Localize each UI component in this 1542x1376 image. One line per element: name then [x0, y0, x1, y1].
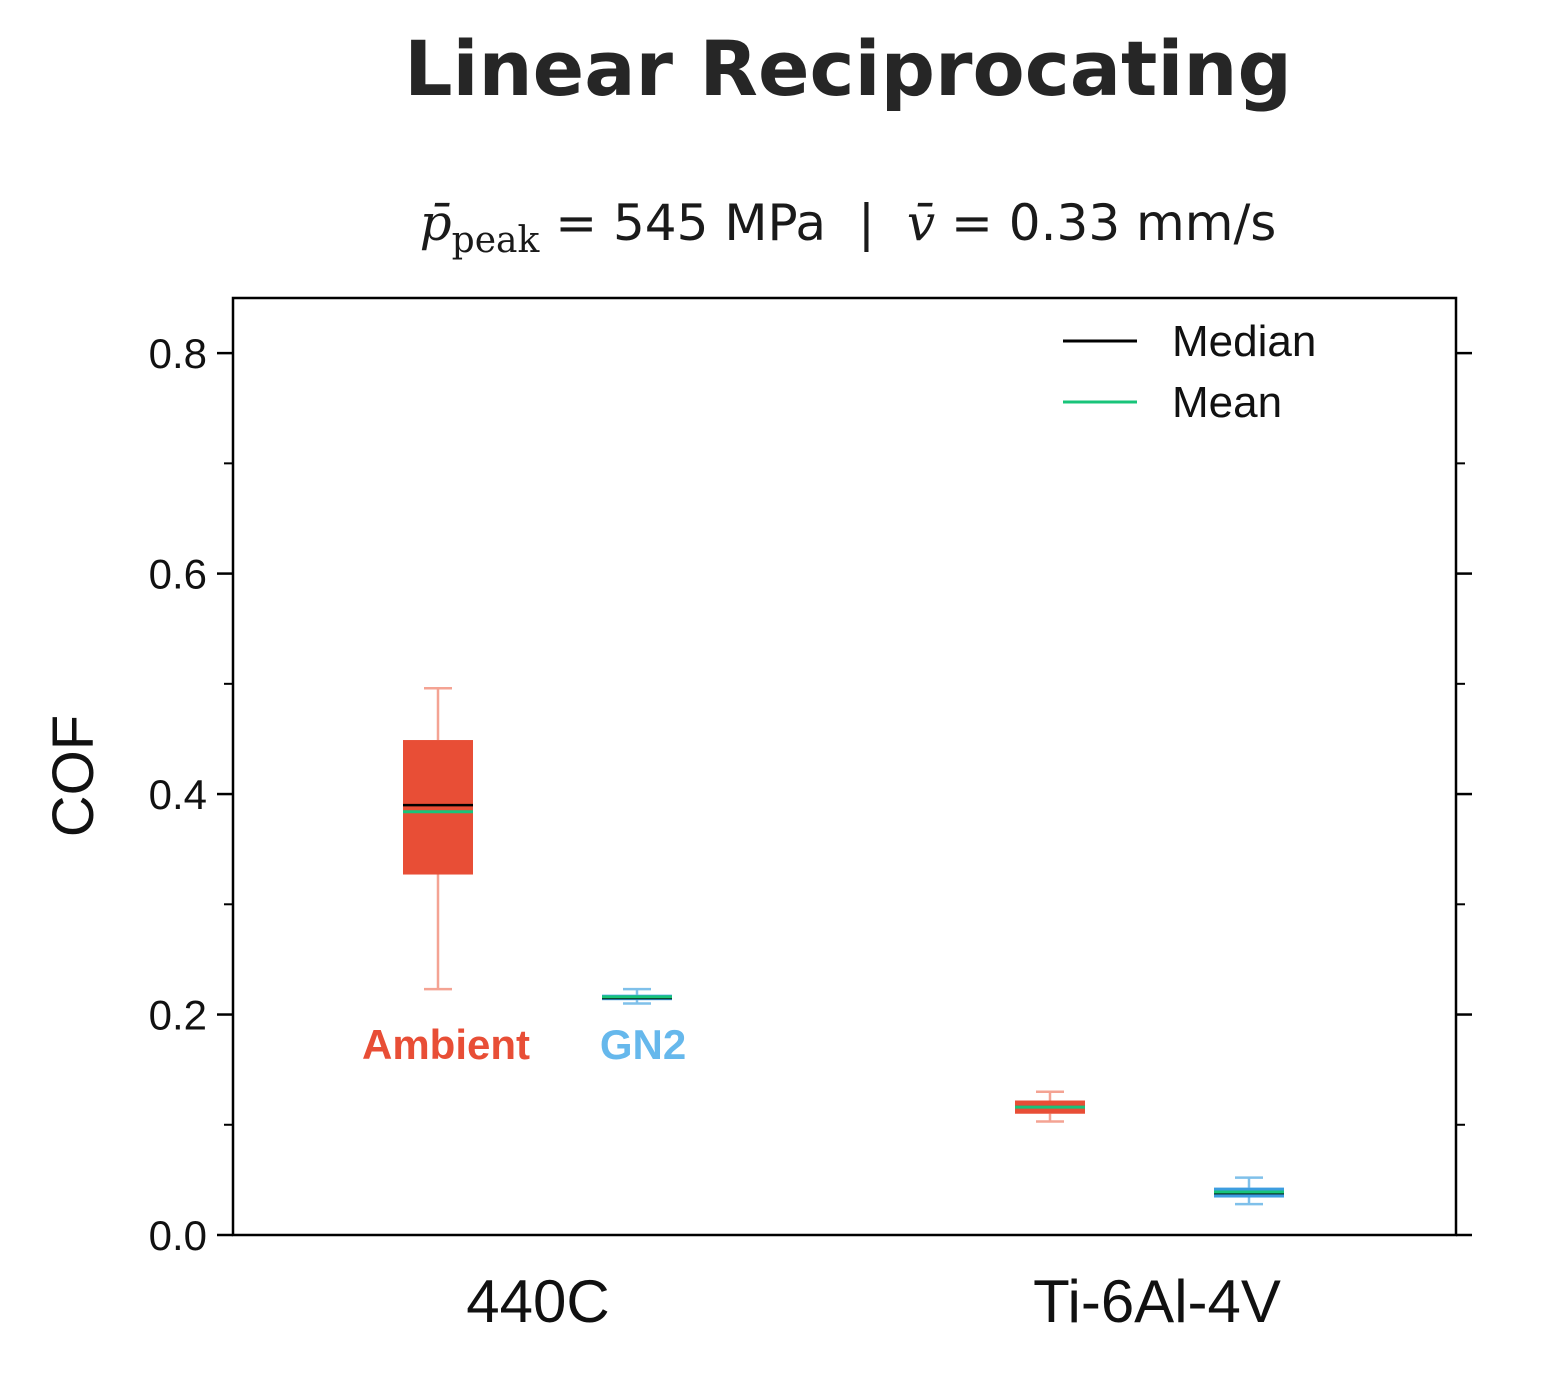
annotation-ambient: Ambient — [362, 1021, 530, 1068]
y-tick-label: 0.6 — [149, 551, 207, 598]
pressure-symbol: p̄ — [420, 194, 452, 252]
box-plots — [403, 686, 1284, 1206]
pressure-value: = 545 MPa — [539, 194, 826, 252]
box-iqr — [403, 740, 473, 875]
box-gn2-440c — [602, 987, 672, 1005]
legend: Median Mean — [1063, 317, 1316, 427]
chart-subtitle: p̄peak = 545 MPa | v̄ = 0.33 mm/s — [420, 194, 1277, 261]
annotation-gn2: GN2 — [600, 1021, 686, 1068]
chart-title: Linear Reciprocating — [404, 24, 1292, 113]
box-ambient-ti-6al-4v — [1015, 1090, 1085, 1123]
y-tick-label: 0.0 — [149, 1212, 207, 1259]
legend-mean-label: Mean — [1172, 378, 1282, 427]
y-axis-ticks: 0.0 0.2 0.4 0.6 0.8 — [149, 330, 1472, 1259]
svg-text:p̄peak = 545 MPa|v̄ = 0.33 mm/: p̄peak = 545 MPa | v̄ = 0.33 mm/s — [420, 194, 1277, 261]
y-tick-label: 0.2 — [149, 992, 207, 1039]
x-category-label: Ti-6Al-4V — [1033, 1268, 1281, 1335]
pressure-subscript: peak — [452, 220, 541, 261]
group-annotations: Ambient GN2 — [362, 1021, 686, 1068]
x-axis-ticks: 440C Ti-6Al-4V — [466, 1268, 1281, 1335]
box-gn2-ti-6al-4v — [1214, 1176, 1284, 1206]
velocity-value: = 0.33 mm/s — [935, 194, 1276, 252]
legend-median-label: Median — [1172, 317, 1316, 366]
y-tick-label: 0.8 — [149, 330, 207, 377]
x-category-label: 440C — [466, 1268, 609, 1335]
y-tick-label: 0.4 — [149, 771, 207, 818]
box-ambient-440c — [403, 686, 473, 991]
y-axis-label: COF — [41, 715, 106, 837]
plot-frame — [231, 296, 1458, 1237]
subtitle-separator: | — [858, 194, 875, 252]
velocity-symbol: v̄ — [907, 194, 935, 252]
